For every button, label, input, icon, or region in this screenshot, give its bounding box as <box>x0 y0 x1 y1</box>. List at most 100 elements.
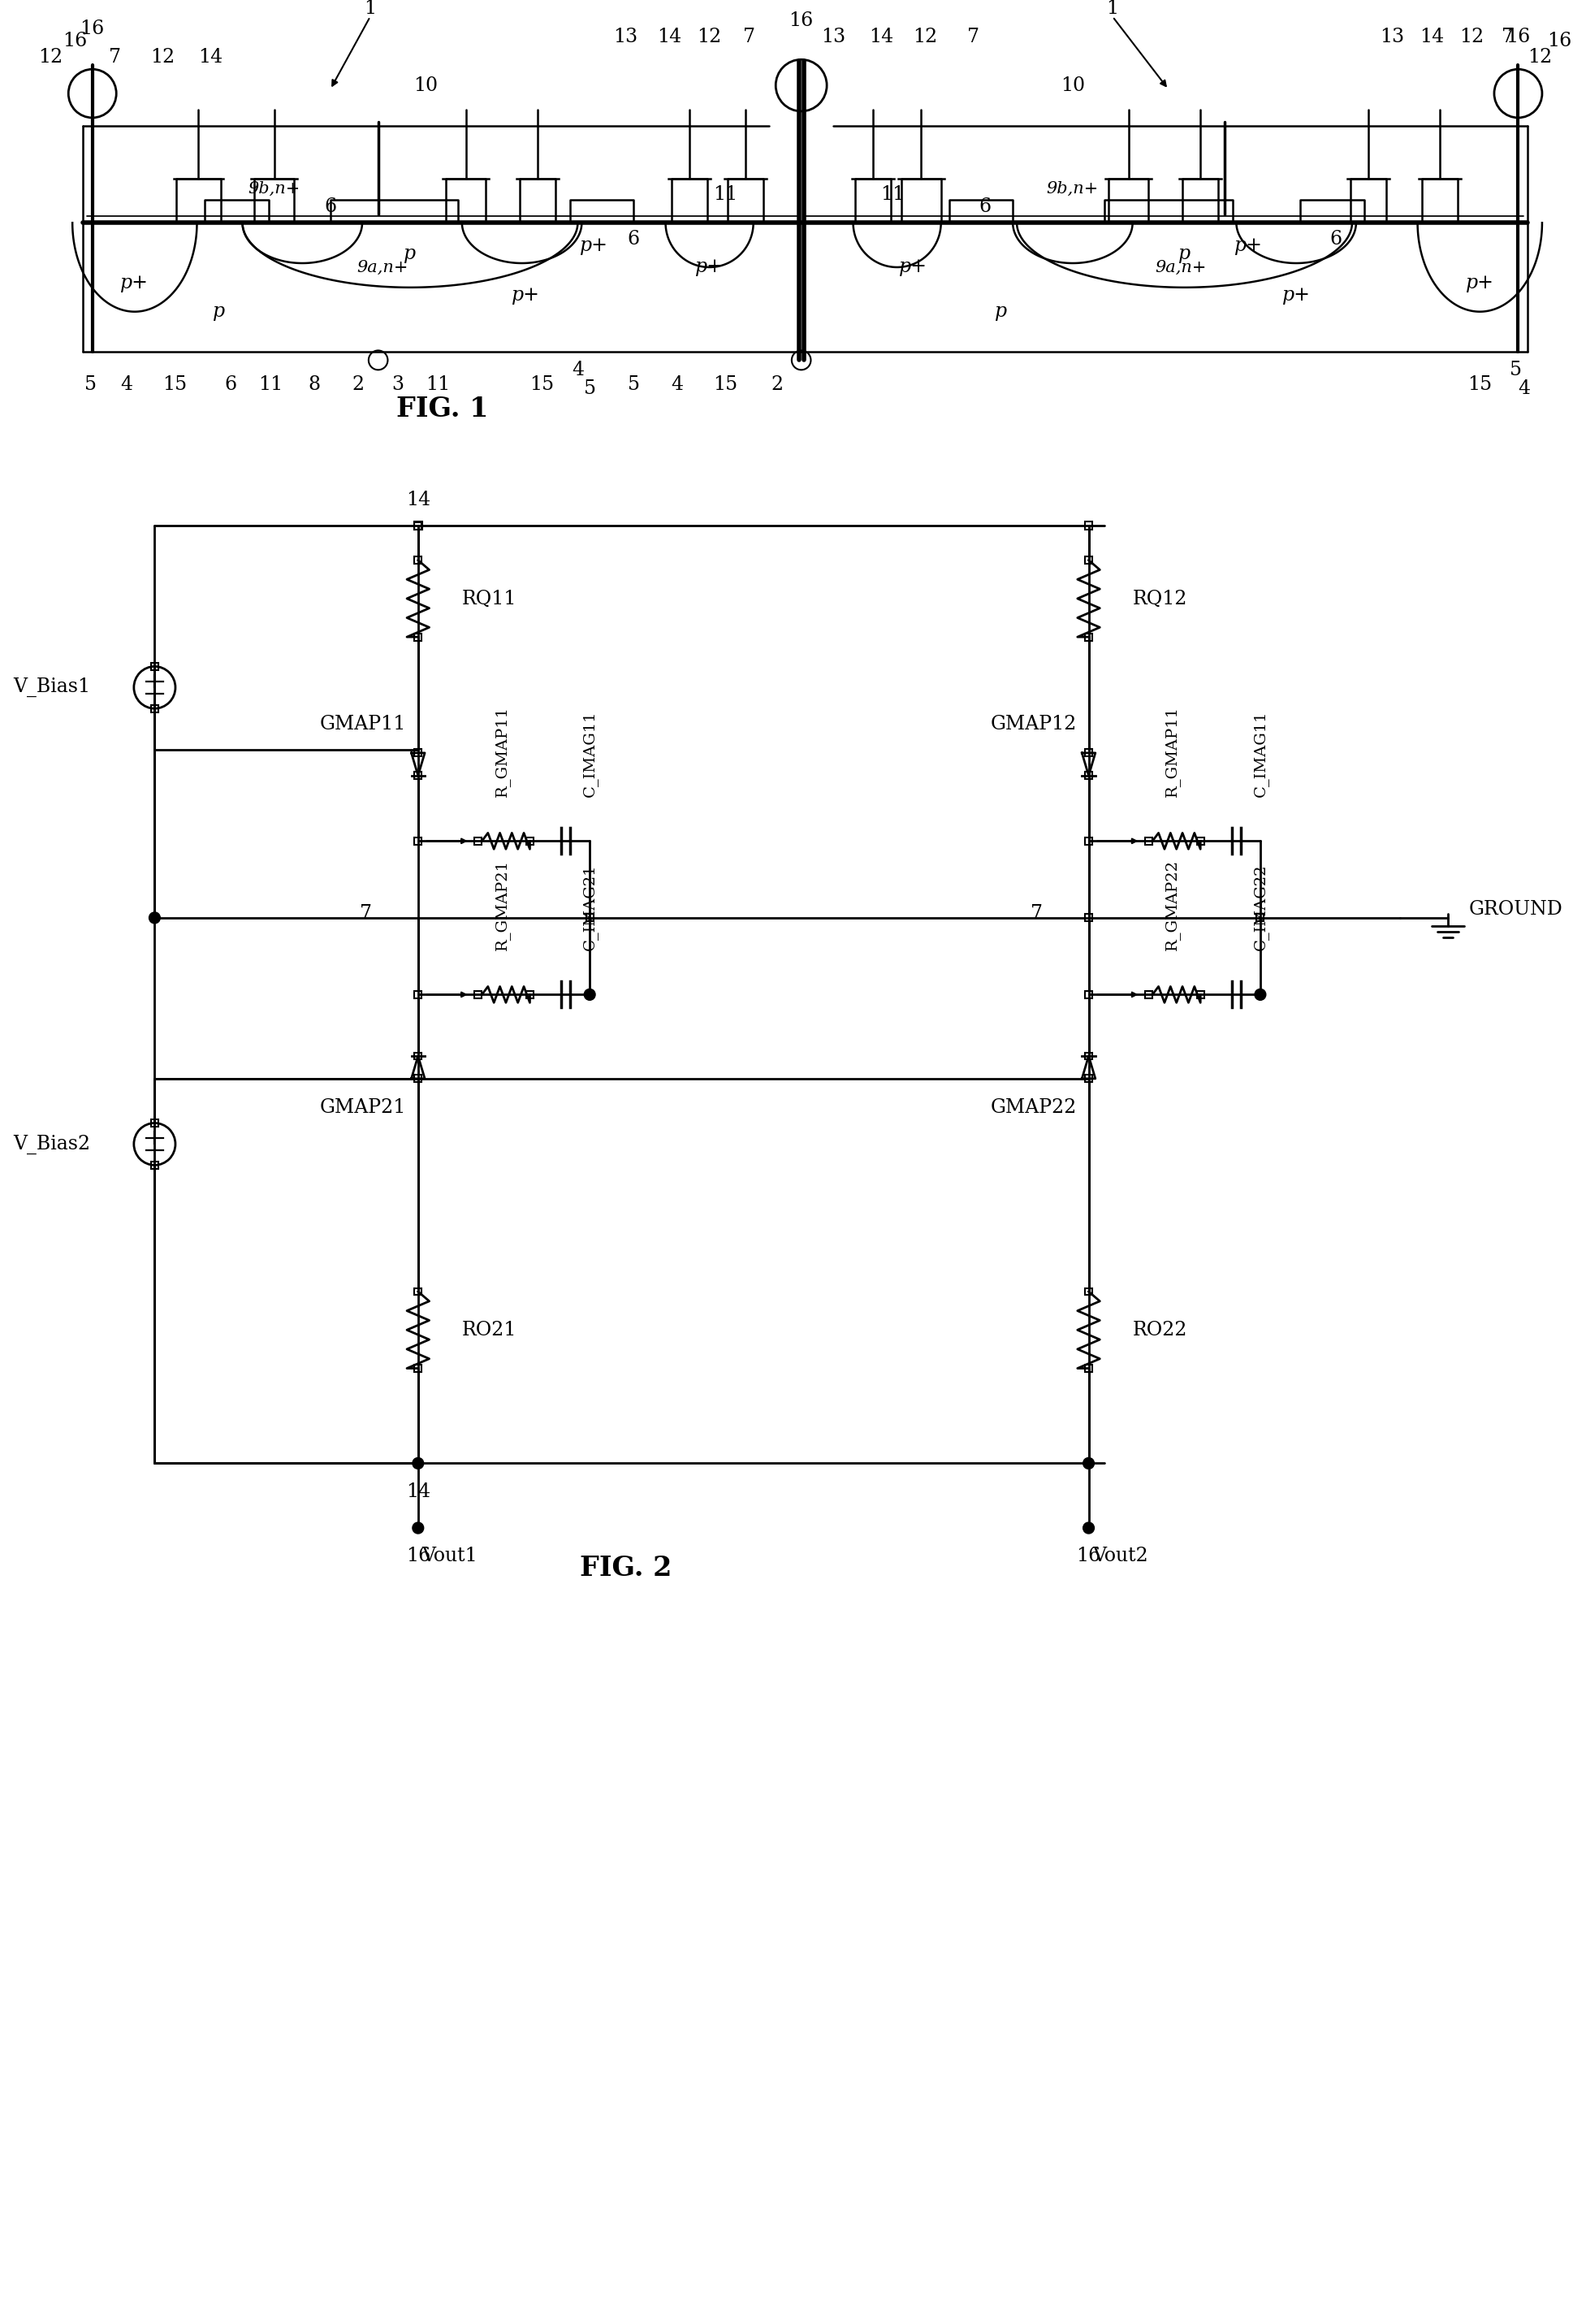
Text: 15: 15 <box>162 374 187 393</box>
Text: 2: 2 <box>771 374 783 393</box>
Text: 9a,n+: 9a,n+ <box>1155 260 1207 274</box>
Text: 2: 2 <box>352 374 365 393</box>
Bar <box>151 1120 159 1127</box>
Text: 6: 6 <box>324 198 336 216</box>
Text: C_IMAG22: C_IMAG22 <box>1253 865 1267 951</box>
Text: 4: 4 <box>1518 379 1530 397</box>
Circle shape <box>1083 1522 1094 1534</box>
Text: 7: 7 <box>360 904 373 923</box>
Text: 16: 16 <box>62 33 87 51</box>
Text: 4: 4 <box>121 374 133 393</box>
Bar <box>1085 748 1093 758</box>
Text: 13: 13 <box>822 28 845 46</box>
Circle shape <box>149 911 160 923</box>
Bar <box>1256 913 1264 920</box>
Text: GMAP12: GMAP12 <box>990 713 1077 732</box>
Text: GROUND: GROUND <box>1469 899 1562 918</box>
Circle shape <box>68 70 116 119</box>
Text: 16: 16 <box>788 12 814 30</box>
Text: 15: 15 <box>714 374 737 393</box>
Text: 12: 12 <box>698 28 722 46</box>
Text: 13: 13 <box>1380 28 1404 46</box>
Text: 7: 7 <box>108 49 121 67</box>
Text: V_Bias2: V_Bias2 <box>14 1134 90 1155</box>
Text: p+: p+ <box>1281 286 1310 304</box>
Bar <box>414 1076 422 1083</box>
Bar <box>414 837 422 844</box>
Circle shape <box>776 60 826 112</box>
Bar <box>1085 772 1093 779</box>
Text: 9a,n+: 9a,n+ <box>357 260 408 274</box>
Circle shape <box>412 1522 423 1534</box>
Circle shape <box>1083 1457 1094 1469</box>
Bar <box>414 555 422 565</box>
Bar <box>414 634 422 641</box>
Text: 12: 12 <box>1527 49 1553 67</box>
Bar <box>1085 990 1093 999</box>
Text: C_IMAG11: C_IMAG11 <box>1253 711 1267 797</box>
Text: 9b,n+: 9b,n+ <box>1047 181 1099 198</box>
Text: R_GMAP11: R_GMAP11 <box>1164 706 1180 797</box>
Text: Vout2: Vout2 <box>1093 1548 1148 1566</box>
Bar <box>414 748 422 758</box>
Text: 3: 3 <box>392 374 404 393</box>
Bar <box>1197 990 1204 999</box>
Bar <box>414 523 422 530</box>
Bar <box>1085 523 1093 530</box>
Bar <box>527 837 533 844</box>
Text: 5: 5 <box>84 374 97 393</box>
Text: 7: 7 <box>967 28 979 46</box>
Text: 14: 14 <box>406 490 430 509</box>
Text: 11: 11 <box>259 374 282 393</box>
Bar <box>587 913 593 920</box>
Text: R_GMAP11: R_GMAP11 <box>495 706 509 797</box>
Bar <box>1197 837 1204 844</box>
Text: 11: 11 <box>425 374 450 393</box>
Bar <box>151 662 159 669</box>
Text: C_IMAG11: C_IMAG11 <box>582 711 598 797</box>
Text: RO22: RO22 <box>1132 1320 1188 1339</box>
Circle shape <box>412 1457 423 1469</box>
Bar <box>414 1287 422 1294</box>
Text: 16: 16 <box>1548 33 1572 51</box>
Bar <box>414 1053 422 1060</box>
Text: 14: 14 <box>869 28 893 46</box>
Bar <box>527 990 533 999</box>
Text: 14: 14 <box>1419 28 1445 46</box>
Bar <box>414 772 422 779</box>
Text: p: p <box>1178 244 1191 263</box>
Text: FIG. 2: FIG. 2 <box>579 1555 671 1583</box>
Text: 7: 7 <box>1502 28 1515 46</box>
Text: 1: 1 <box>1107 0 1118 19</box>
Bar <box>474 837 482 844</box>
Text: 12: 12 <box>1459 28 1484 46</box>
Bar <box>587 913 593 920</box>
Text: 16: 16 <box>1505 28 1530 46</box>
Text: p: p <box>994 302 1007 321</box>
Circle shape <box>791 351 810 370</box>
Bar <box>151 704 159 711</box>
Text: 6: 6 <box>628 230 639 249</box>
Bar <box>1145 990 1151 999</box>
Text: 5: 5 <box>628 374 639 393</box>
Text: 6: 6 <box>224 374 236 393</box>
Text: p+: p+ <box>899 258 928 277</box>
Text: 12: 12 <box>151 49 174 67</box>
Text: 4: 4 <box>671 374 684 393</box>
Text: 7: 7 <box>1031 904 1044 923</box>
Text: GMAP11: GMAP11 <box>320 713 406 732</box>
Text: 14: 14 <box>657 28 682 46</box>
Bar <box>151 1162 159 1169</box>
Text: V_Bias1: V_Bias1 <box>14 679 90 697</box>
Bar <box>1085 1364 1093 1371</box>
Circle shape <box>584 990 595 999</box>
Text: 15: 15 <box>1467 374 1492 393</box>
Bar <box>474 990 482 999</box>
Text: p: p <box>404 244 416 263</box>
Text: p: p <box>213 302 225 321</box>
Text: 5: 5 <box>584 379 596 397</box>
Text: p+: p+ <box>512 286 539 304</box>
Text: 16: 16 <box>79 19 105 37</box>
Bar <box>1085 634 1093 641</box>
Text: 6: 6 <box>1331 230 1342 249</box>
